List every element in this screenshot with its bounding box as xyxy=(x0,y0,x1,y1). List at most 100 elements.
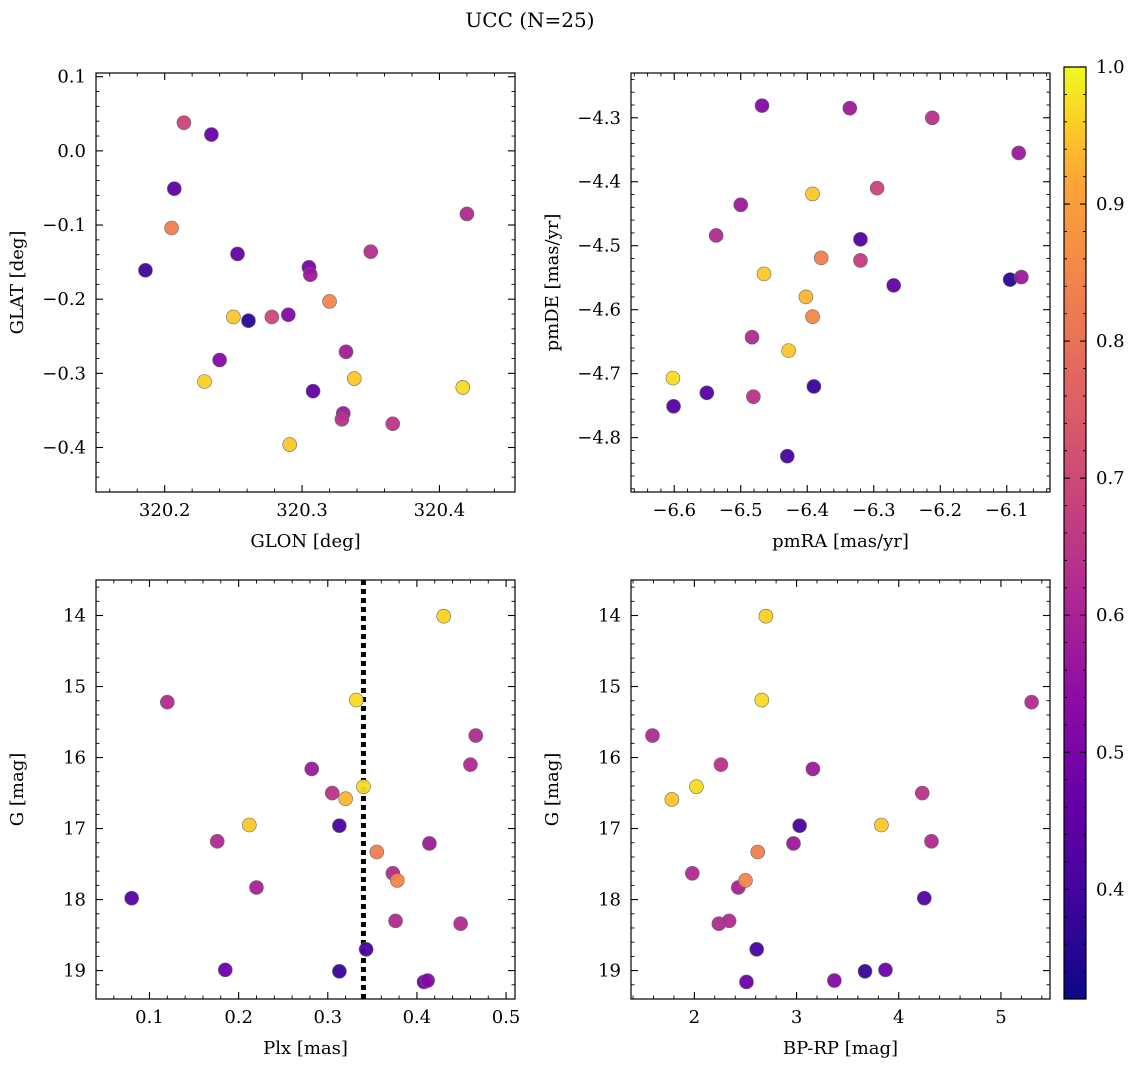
y-tick-label: −4.6 xyxy=(577,300,621,321)
figure-title: UCC (N=25) xyxy=(465,8,594,32)
y-tick-label: 15 xyxy=(63,677,86,698)
data-point xyxy=(924,110,940,126)
x-tick-label: −6.6 xyxy=(652,500,696,521)
data-point xyxy=(874,817,889,833)
scatter-panels: 320.2 320.3 320.40.10.0−0.1−0.2−0.3−0.4GLO… xyxy=(7,67,1051,1059)
x-axis-label: Plx [mas] xyxy=(263,1038,348,1059)
y-tick-label: 16 xyxy=(598,748,621,769)
y-tick-label: −0.4 xyxy=(42,438,86,459)
data-point xyxy=(842,100,858,116)
x-tick-label: 320.4 xyxy=(414,500,466,521)
data-point xyxy=(1024,694,1039,710)
data-point xyxy=(453,916,468,932)
data-point xyxy=(249,880,264,895)
data-point xyxy=(369,844,385,860)
data-point xyxy=(665,370,681,386)
data-points xyxy=(138,115,475,452)
data-point xyxy=(303,267,318,283)
data-point xyxy=(167,181,182,196)
data-point xyxy=(388,913,403,929)
data-point xyxy=(750,844,766,860)
data-point xyxy=(806,379,822,394)
plot-frame xyxy=(630,72,1051,493)
colorbar-gradient xyxy=(1064,67,1086,999)
data-point xyxy=(805,309,820,325)
x-tick-label: 4 xyxy=(893,1007,904,1028)
data-point xyxy=(786,836,801,851)
data-point xyxy=(1014,269,1029,285)
data-points xyxy=(124,608,484,990)
x-tick-label: 0.5 xyxy=(492,1007,521,1028)
colorbar-tick-label: 0.9 xyxy=(1096,194,1125,215)
panel-plx-g: 0.1 0.2 0.3 0.4 0.5 14 15 16 17 18 19 Plx [mas] G [m… xyxy=(7,579,521,1059)
colorbar-tick-label: 0.6 xyxy=(1096,605,1125,626)
y-tick-label: 18 xyxy=(598,890,621,911)
y-tick-label: 19 xyxy=(598,961,621,982)
data-point xyxy=(749,941,765,957)
y-tick-label: 17 xyxy=(598,819,621,840)
colorbar-tick-label: 0.8 xyxy=(1096,331,1125,352)
data-point xyxy=(721,913,737,929)
data-point xyxy=(363,244,379,260)
data-point xyxy=(230,246,245,262)
data-point xyxy=(827,973,842,988)
data-point xyxy=(422,836,437,851)
x-tick-label: 0.3 xyxy=(313,1007,342,1028)
data-point xyxy=(792,818,807,834)
y-tick-label: −4.3 xyxy=(577,108,621,129)
y-tick-label: 0.1 xyxy=(57,67,86,88)
data-point xyxy=(197,374,212,389)
x-tick-label: −6.5 xyxy=(719,500,763,521)
data-point xyxy=(857,964,873,979)
data-point xyxy=(242,817,257,833)
data-point xyxy=(217,962,233,978)
x-tick-label: −6.4 xyxy=(785,500,829,521)
colorbar-tick-label: 0.5 xyxy=(1096,742,1125,763)
data-point xyxy=(798,289,814,305)
y-tick-label: 15 xyxy=(598,677,621,698)
data-point xyxy=(746,389,761,404)
colorbar-tick-label: 0.7 xyxy=(1096,468,1125,489)
data-point xyxy=(914,785,930,801)
data-point xyxy=(264,309,280,325)
data-point xyxy=(713,757,729,772)
y-tick-label: 17 xyxy=(63,819,86,840)
y-tick-label: 19 xyxy=(63,961,86,982)
x-axis-label: pmRA [mas/yr] xyxy=(772,531,909,552)
data-point xyxy=(758,608,774,624)
x-axis-label: GLON [deg] xyxy=(250,531,360,552)
data-point xyxy=(346,371,362,386)
data-points xyxy=(645,608,1039,990)
data-point xyxy=(281,307,296,323)
x-tick-label: 320.3 xyxy=(276,500,328,521)
data-point xyxy=(1011,145,1027,161)
data-point xyxy=(853,232,868,247)
x-tick-label: 3 xyxy=(791,1007,802,1028)
x-tick-label: 0.1 xyxy=(135,1007,164,1028)
y-tick-label: 16 xyxy=(63,748,86,769)
y-tick-label: −4.4 xyxy=(577,172,621,193)
x-tick-label: 320.2 xyxy=(139,500,191,521)
data-point xyxy=(304,761,320,777)
data-point xyxy=(241,313,256,328)
data-point xyxy=(738,873,753,888)
plot-frame xyxy=(630,579,1051,1000)
data-point xyxy=(666,398,681,414)
data-point xyxy=(332,964,347,979)
data-point xyxy=(176,115,192,130)
data-point xyxy=(664,792,680,807)
data-point xyxy=(744,329,760,345)
data-point xyxy=(282,437,298,452)
y-tick-label: 18 xyxy=(63,890,86,911)
plot-frame xyxy=(95,72,516,493)
data-point xyxy=(138,262,153,278)
data-point xyxy=(805,761,821,777)
x-tick-label: −6.1 xyxy=(985,500,1029,521)
y-tick-label: −4.7 xyxy=(577,364,621,385)
data-point xyxy=(358,941,374,957)
data-point xyxy=(349,692,364,708)
data-point xyxy=(878,962,893,978)
data-point xyxy=(334,412,350,427)
x-axis-label: BP-RP [mag] xyxy=(783,1038,898,1059)
